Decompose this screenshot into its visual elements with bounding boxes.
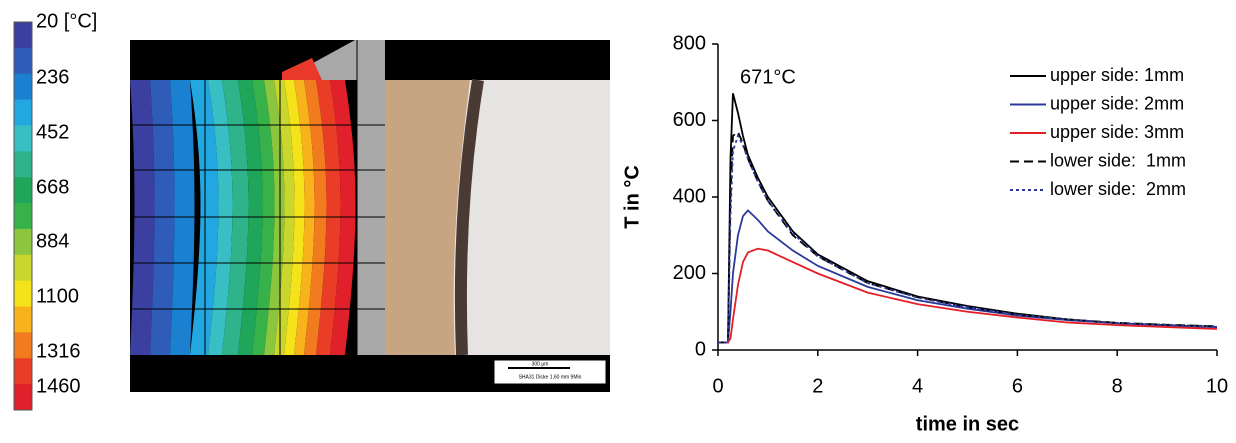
colorbar-swatch xyxy=(14,358,32,385)
colorbar-label: 236 xyxy=(36,66,69,88)
y-axis-title: T in °C xyxy=(621,165,643,229)
series-line xyxy=(718,247,1218,344)
colorbar-swatch xyxy=(14,203,32,230)
colorbar-label: 20 [°C] xyxy=(36,10,97,32)
temperature-band xyxy=(264,80,285,355)
line-chart: 0 200 400 600 800 0 2 4 6 8 10 time in sec T in °C 67… xyxy=(621,32,1228,435)
x-axis-title: time in sec xyxy=(916,413,1019,435)
colorbar-frame xyxy=(13,21,33,411)
colorbar-swatch xyxy=(14,73,32,101)
micrograph-fusion-line xyxy=(454,79,484,356)
y-tick-label: 600 xyxy=(673,109,706,131)
legend-label: upper side: 3mm xyxy=(1050,122,1184,142)
x-tick-label: 10 xyxy=(1206,375,1228,397)
colorbar-swatch xyxy=(14,125,32,152)
x-tick-label: 2 xyxy=(812,375,823,397)
colorbar-label: 1460 xyxy=(36,375,81,397)
micrograph-weld xyxy=(385,80,470,355)
y-tick-label: 400 xyxy=(673,185,706,207)
simulation-panel: 300 µm SHA31 Dicke 1,60 mm 9Min xyxy=(130,40,610,392)
colorbar-swatch xyxy=(14,47,32,75)
legend-label: lower side: 1mm xyxy=(1050,150,1186,170)
colorbar-swatch xyxy=(14,99,32,126)
mesh-hot xyxy=(282,58,322,80)
colorbar-label: 452 xyxy=(36,121,69,143)
colorbar: 20 [°C] 236 452 668 884 1100 1316 1460 xyxy=(13,10,97,411)
annotation: 671°C xyxy=(740,66,796,88)
x-tick-label: 0 xyxy=(712,375,723,397)
colorbar-swatch xyxy=(14,151,32,178)
legend-label: lower side: 2mm xyxy=(1050,179,1186,199)
x-tick-label: 6 xyxy=(1012,375,1023,397)
scale-box xyxy=(493,359,607,385)
colorbar-swatch xyxy=(14,177,32,204)
scale-caption: SHA31 Dicke 1,60 mm 9Min xyxy=(519,374,582,380)
x-tick-label: 8 xyxy=(1112,375,1123,397)
legend-label: upper side: 1mm xyxy=(1050,65,1184,85)
series-line xyxy=(718,133,1218,344)
temperature-band xyxy=(294,80,315,355)
colorbar-swatch xyxy=(14,384,32,411)
y-tick-label: 800 xyxy=(673,32,706,54)
colorbar-label: 668 xyxy=(36,176,69,198)
colorbar-label: 1316 xyxy=(36,340,81,362)
scale-label: 300 µm xyxy=(532,361,549,367)
colorbar-swatch xyxy=(14,332,32,359)
mesh-gray xyxy=(282,40,385,355)
x-tick-label: 4 xyxy=(912,375,923,397)
y-tick-label: 0 xyxy=(695,338,706,360)
legend-label: upper side: 2mm xyxy=(1050,93,1184,113)
series-line xyxy=(718,130,1218,344)
colorbar-swatch xyxy=(14,280,32,308)
mesh-grid xyxy=(130,40,385,355)
colorbar-label: 1100 xyxy=(36,285,79,307)
temperature-band xyxy=(274,80,295,355)
colorbar-swatch xyxy=(14,228,32,256)
colorbar-swatch xyxy=(14,22,32,49)
temperature-band xyxy=(284,80,305,355)
colorbar-swatch xyxy=(14,306,32,333)
y-tick-label: 200 xyxy=(673,262,706,284)
colorbar-swatch xyxy=(14,254,32,282)
colorbar-label: 884 xyxy=(36,230,69,252)
